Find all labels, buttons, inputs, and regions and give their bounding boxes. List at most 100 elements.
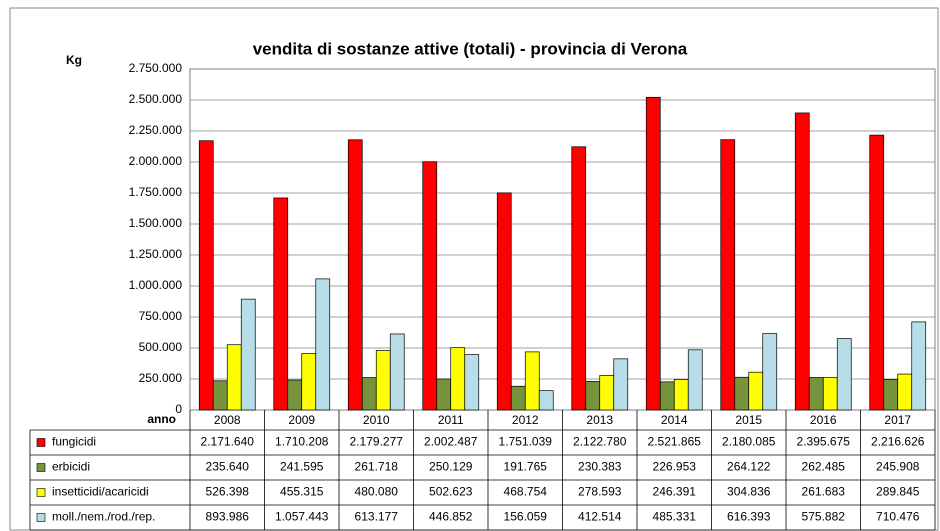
x-tick-label: 2016 [810, 413, 837, 427]
x-tick-label: 2011 [438, 413, 464, 427]
table-cell: 278.593 [578, 485, 622, 499]
table-cell: 2.521.865 [648, 435, 702, 449]
table-cell: 480.080 [355, 485, 399, 499]
y-tick-label: 1.500.000 [129, 216, 183, 230]
legend-label: moll./nem./rod./rep. [52, 510, 155, 524]
bar [822, 377, 838, 411]
y-tick-label: 0 [175, 402, 182, 416]
bar [794, 112, 810, 411]
table-cell: 2.171.640 [201, 435, 255, 449]
x-tick-label: 2017 [884, 413, 911, 427]
bar [524, 351, 540, 411]
table-cell: 446.852 [429, 510, 473, 524]
bar [613, 358, 629, 411]
table-cell: 226.953 [653, 460, 697, 474]
table-cell: 304.836 [727, 485, 771, 499]
bar [748, 371, 764, 411]
table-cell: 156.059 [504, 510, 548, 524]
table-cell: 502.623 [429, 485, 473, 499]
table-cell: 2.122.780 [573, 435, 627, 449]
table-cell: 613.177 [355, 510, 399, 524]
legend-key [36, 463, 46, 472]
table-cell: 526.398 [206, 485, 250, 499]
table-cell: 262.485 [802, 460, 846, 474]
bar [659, 381, 675, 411]
y-axis-label: Kg [66, 53, 82, 67]
bar [287, 379, 303, 411]
bar [911, 321, 927, 411]
table-cell: 261.718 [355, 460, 399, 474]
y-tick-label: 2.000.000 [129, 154, 183, 168]
table-cell: 2.179.277 [350, 435, 404, 449]
bar [422, 161, 438, 411]
bar [808, 377, 824, 411]
table-cell: 710.476 [876, 510, 920, 524]
table-cell: 2.216.626 [871, 435, 925, 449]
bar [869, 134, 885, 411]
x-axis-label: anno [147, 412, 176, 426]
bar [687, 349, 703, 411]
y-tick-label: 2.750.000 [129, 61, 183, 75]
y-tick-label: 2.250.000 [129, 123, 183, 137]
table-cell: 616.393 [727, 510, 771, 524]
bar [361, 377, 377, 411]
legend-key [36, 513, 46, 522]
bar [212, 380, 228, 411]
table-cell: 412.514 [578, 510, 622, 524]
table-cell: 250.129 [429, 460, 473, 474]
x-tick-label: 2009 [288, 413, 315, 427]
legend-label: fungicidi [52, 435, 96, 449]
bar [273, 197, 289, 411]
table-cell: 1.710.208 [275, 435, 329, 449]
table-cell: 241.595 [280, 460, 324, 474]
chart-frame [9, 7, 939, 531]
bar [883, 379, 899, 411]
bar [599, 375, 615, 411]
x-tick-label: 2008 [214, 413, 241, 427]
bar [720, 139, 736, 411]
bar [897, 373, 913, 411]
table-cell: 245.908 [876, 460, 920, 474]
table-cell: 468.754 [504, 485, 548, 499]
bar [571, 146, 587, 411]
bar [315, 278, 331, 411]
table-cell: 191.765 [504, 460, 548, 474]
table-cell: 230.383 [578, 460, 622, 474]
bar [673, 379, 689, 411]
y-tick-label: 1.750.000 [129, 185, 183, 199]
bar [450, 347, 466, 411]
table-cell: 264.122 [727, 460, 771, 474]
bar [240, 298, 256, 411]
chart-title: vendita di sostanze attive (totali) - pr… [253, 39, 688, 58]
x-tick-label: 2014 [661, 413, 688, 427]
legend-label: erbicidi [52, 460, 90, 474]
bar [585, 381, 601, 411]
x-tick-label: 2012 [512, 413, 539, 427]
y-tick-label: 500.000 [139, 340, 183, 354]
x-tick-label: 2013 [586, 413, 613, 427]
y-tick-label: 2.500.000 [129, 92, 183, 106]
x-tick-label: 2010 [363, 413, 390, 427]
x-tick-label: 2015 [735, 413, 762, 427]
table-cell: 893.986 [206, 510, 250, 524]
table-cell: 2.395.675 [797, 435, 851, 449]
bar [538, 390, 554, 411]
bar [375, 350, 391, 411]
bar [436, 378, 452, 411]
bar [734, 376, 750, 411]
table-cell: 485.331 [653, 510, 697, 524]
bar [389, 333, 405, 411]
bar [762, 333, 778, 411]
table-cell: 1.057.443 [275, 510, 329, 524]
table-cell: 1.751.039 [499, 435, 553, 449]
bar [226, 344, 242, 411]
table-cell: 2.180.085 [722, 435, 776, 449]
table-cell: 261.683 [802, 485, 846, 499]
y-tick-label: 1.000.000 [129, 278, 183, 292]
bar [347, 139, 363, 411]
bar [496, 192, 512, 411]
legend-label: insetticidi/acaricidi [52, 485, 149, 499]
table-cell: 289.845 [876, 485, 920, 499]
bar [198, 140, 214, 411]
